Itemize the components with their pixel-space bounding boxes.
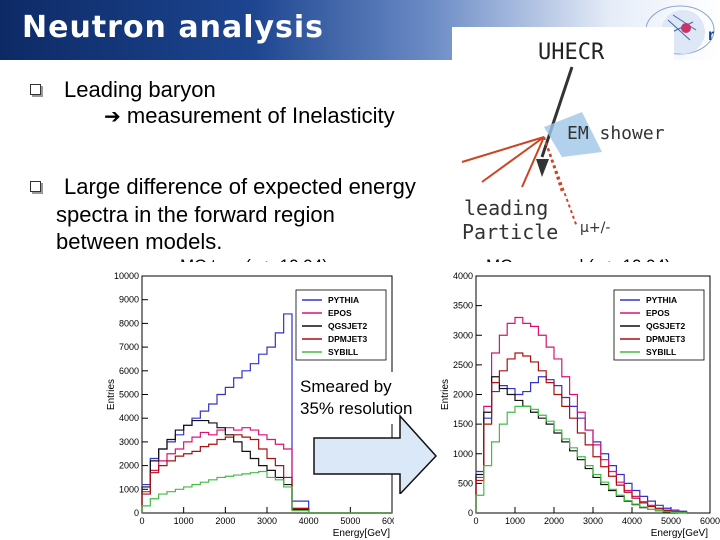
y-tick-label: 0	[468, 508, 473, 518]
y-tick-label: 9000	[119, 295, 139, 305]
y-axis-label: Entries	[106, 379, 117, 410]
legend-label-pythia: PYTHIA	[328, 295, 359, 305]
legend-label-qgsjet2: QGSJET2	[646, 321, 685, 331]
x-axis-label: Energy[GeV]	[651, 528, 708, 539]
y-tick-label: 4000	[119, 413, 139, 423]
bullet-text-line2: spectra in the forward region	[56, 202, 335, 227]
y-tick-label: 2000	[453, 390, 473, 400]
legend-label-sybill: SYBILL	[328, 347, 358, 357]
secondary-track-4	[543, 136, 563, 193]
leading-label: leading	[464, 196, 548, 220]
legend-label-sybill: SYBILL	[646, 347, 676, 357]
arrow-right-icon: ➔	[104, 106, 121, 128]
uhecr-label: UHECR	[538, 40, 605, 65]
y-tick-label: 10000	[114, 271, 139, 281]
bullet-text-line1: Large difference of expected energy	[64, 174, 416, 199]
smear-note: Smeared by 35% resolution	[296, 372, 434, 424]
legend-label-dpmjet3: DPMJET3	[328, 334, 367, 344]
x-tick-label: 6000	[382, 516, 394, 526]
y-tick-label: 5000	[119, 390, 139, 400]
y-tick-label: 0	[134, 508, 139, 518]
smear-note-line1: Smeared by	[300, 377, 392, 396]
shower-diagram: UHECR EM shower leading Particle μ+/-	[452, 27, 674, 252]
y-axis-label: Entries	[440, 379, 451, 410]
x-tick-label: 4000	[299, 516, 319, 526]
secondary-track-3	[521, 136, 545, 188]
y-tick-label: 4000	[453, 271, 473, 281]
primary-arrow	[540, 66, 574, 158]
legend-label-pythia: PYTHIA	[646, 295, 677, 305]
y-tick-label: 2000	[119, 461, 139, 471]
primary-arrowhead	[536, 159, 549, 177]
chart-mc-smeared: 0 500 1000 1500 2000 2500 3000 3500 4000 0 1000 200…	[440, 262, 720, 540]
x-tick-label: 0	[139, 516, 144, 526]
series-dpmjet3-line	[141, 434, 392, 514]
svg-text:r: r	[708, 27, 714, 44]
secondary-track-1	[461, 136, 545, 163]
x-tick-label: 4000	[622, 516, 642, 526]
x-tick-label: 0	[473, 516, 478, 526]
series-sybill-line	[141, 470, 392, 514]
slide-title: Neutron analysis	[22, 10, 325, 45]
y-tick-label: 3500	[453, 301, 473, 311]
subline-text: measurement of Inelasticity	[126, 103, 395, 128]
x-axis-label: Energy[GeV]	[333, 528, 390, 539]
bullet-subline: ➔ measurement of Inelasticity	[104, 103, 395, 129]
secondary-track-2	[481, 136, 545, 183]
em-shower-cone	[544, 112, 602, 157]
x-tick-label: 1000	[174, 516, 194, 526]
em-shower-label: EM shower	[567, 123, 665, 144]
series-dpmjet3-line	[475, 352, 688, 514]
legend-label-epos: EPOS	[646, 308, 670, 318]
bullet-square-icon	[30, 84, 41, 95]
right-arrow-icon	[313, 414, 438, 494]
series-epos-line	[475, 316, 688, 513]
smear-note-line2: 35% resolution	[300, 399, 413, 418]
y-tick-label: 6000	[119, 366, 139, 376]
series-pythia-line	[475, 376, 688, 513]
y-tick-label: 3000	[119, 437, 139, 447]
series-qgsjet2-line	[141, 419, 392, 514]
x-tick-label: 2000	[215, 516, 235, 526]
x-tick-label: 3000	[583, 516, 603, 526]
muon-label: μ+/-	[580, 220, 610, 236]
y-tick-label: 500	[458, 478, 473, 488]
x-tick-label: 2000	[544, 516, 564, 526]
legend-box	[295, 289, 387, 361]
series-sybill-line	[475, 405, 688, 514]
y-tick-label: 7000	[119, 342, 139, 352]
x-tick-label: 3000	[257, 516, 277, 526]
y-tick-label: 3000	[453, 330, 473, 340]
x-tick-label: 5000	[340, 516, 360, 526]
muon-track	[543, 136, 578, 228]
x-tick-label: 5000	[661, 516, 681, 526]
y-tick-label: 8000	[119, 318, 139, 328]
legend-label-dpmjet3: DPMJET3	[646, 334, 685, 344]
legend-box	[613, 289, 705, 361]
y-tick-label: 2500	[453, 360, 473, 370]
y-tick-label: 1000	[453, 449, 473, 459]
legend-label-qgsjet2: QGSJET2	[328, 321, 367, 331]
bullet-text-leading-baryon: Leading baryon	[64, 77, 216, 102]
particle-label: Particle	[462, 220, 558, 244]
bullet-text-line3: between models.	[56, 229, 223, 254]
legend-label-epos: EPOS	[328, 308, 352, 318]
x-tick-label: 1000	[505, 516, 525, 526]
bullet-square-icon	[30, 181, 41, 192]
y-tick-label: 1500	[453, 419, 473, 429]
y-tick-label: 1000	[119, 484, 139, 494]
x-tick-label: 6000	[700, 516, 720, 526]
